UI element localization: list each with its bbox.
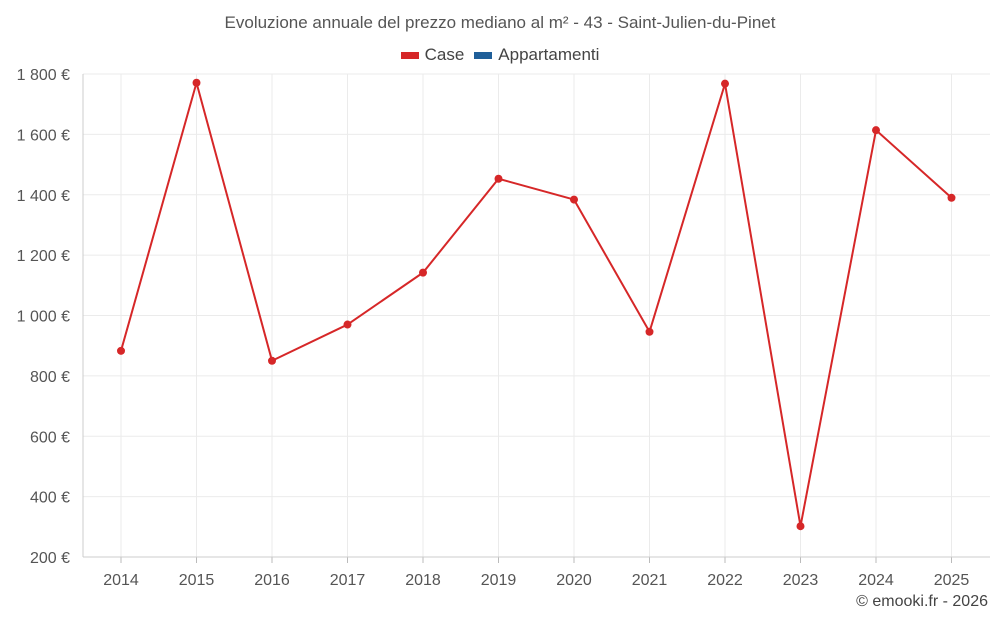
- x-tick-label: 2015: [179, 572, 215, 589]
- data-point[interactable]: [494, 174, 503, 183]
- y-tick-label: 1 000 €: [17, 309, 70, 326]
- y-tick-label: 600 €: [30, 429, 70, 446]
- data-point[interactable]: [419, 268, 427, 277]
- data-point[interactable]: [192, 78, 201, 87]
- y-tick-label: 1 600 €: [17, 127, 70, 144]
- data-point[interactable]: [947, 193, 956, 202]
- axis-layer: 200 € 400 € 600 € 800 € 1 000 € 1 200 € 1 400 …: [17, 67, 990, 589]
- y-tick-label: 1 200 €: [17, 248, 70, 265]
- x-tick-label: 2016: [254, 572, 290, 589]
- x-tick-label: 2021: [632, 572, 668, 589]
- x-tick-label: 2014: [103, 572, 139, 589]
- legend-item-case[interactable]: Case: [400, 45, 465, 65]
- chart-title: Evoluzione annuale del prezzo mediano al…: [224, 13, 776, 32]
- data-point[interactable]: [343, 320, 352, 329]
- x-tick-label: 2023: [783, 572, 819, 589]
- legend-swatch-case: [400, 51, 419, 59]
- y-tick-label: 1 400 €: [17, 188, 70, 205]
- legend-swatch-appartamenti: [474, 51, 493, 59]
- data-point[interactable]: [872, 126, 880, 135]
- data-point[interactable]: [796, 522, 805, 531]
- y-tick-label: 1 800 €: [17, 67, 70, 84]
- x-tick-label: 2018: [405, 572, 441, 589]
- y-tick-label: 800 €: [30, 369, 70, 386]
- x-tick-label: 2022: [707, 572, 743, 589]
- data-point[interactable]: [645, 327, 654, 336]
- grid-layer: [83, 73, 990, 558]
- x-tick-label: 2017: [330, 572, 366, 589]
- series-line-case: [120, 81, 953, 528]
- data-point[interactable]: [117, 346, 125, 355]
- x-tick-label: 2025: [934, 572, 970, 589]
- data-point[interactable]: [268, 356, 276, 365]
- y-tick-label: 200 €: [30, 550, 70, 567]
- legend-label-case: Case: [424, 45, 465, 64]
- legend-item-appartamenti[interactable]: Appartamenti: [474, 45, 599, 65]
- x-tick-label: 2019: [481, 572, 517, 589]
- credit-text: © emooki.fr - 2026: [856, 593, 988, 610]
- y-tick-label: 400 €: [30, 490, 70, 507]
- legend-label-appartamenti: Appartamenti: [498, 45, 600, 64]
- data-point[interactable]: [721, 79, 729, 88]
- chart-legend: Case Appartamenti: [0, 45, 1000, 65]
- data-point[interactable]: [570, 195, 578, 204]
- series-layer: [117, 78, 956, 531]
- x-tick-label: 2020: [556, 572, 592, 589]
- x-tick-label: 2024: [858, 572, 894, 589]
